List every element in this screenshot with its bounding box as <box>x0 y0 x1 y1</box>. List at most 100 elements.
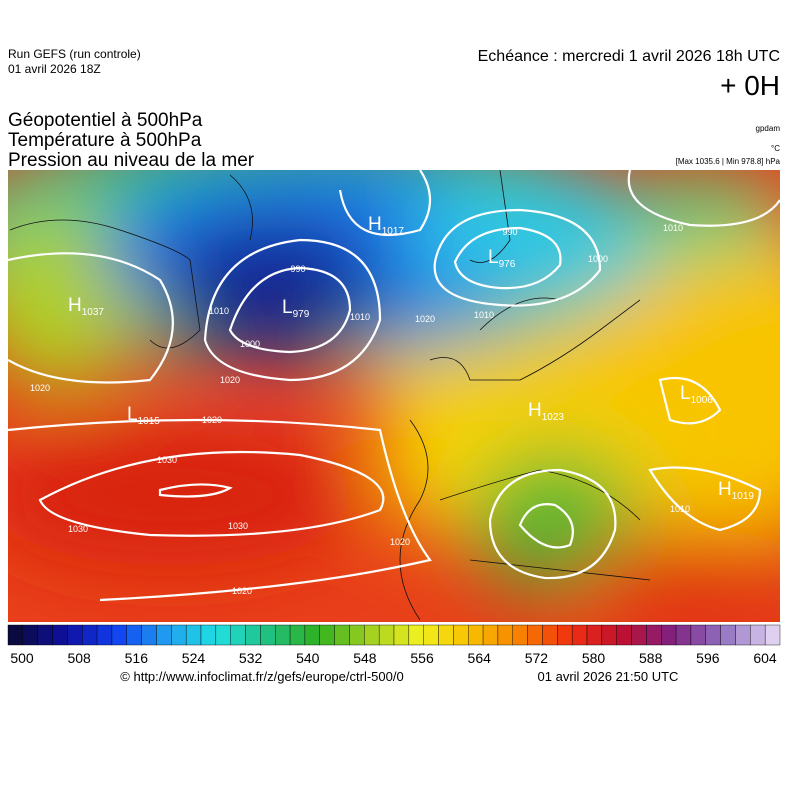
color-swatch <box>646 624 662 646</box>
colorbar-tick-label: 604 <box>753 650 777 666</box>
run-name: Run GEFS (run controle) <box>8 47 141 61</box>
color-swatch <box>438 624 454 646</box>
isobar-label: 1010 <box>209 306 229 316</box>
colorbar-tick-label: 564 <box>468 650 492 666</box>
center-value: 1037 <box>82 307 105 318</box>
forecast-offset: + 0H <box>720 70 780 101</box>
center-type: L <box>680 383 691 404</box>
color-swatch <box>82 624 98 646</box>
color-swatch <box>245 624 261 646</box>
color-swatch <box>720 624 736 646</box>
pressure-range: [Max 1035.6 | Min 978.8] hPa <box>676 157 781 166</box>
layer-title: Pression au niveau de la mer <box>8 150 255 171</box>
isobar-label: 1020 <box>415 314 435 324</box>
color-swatch <box>289 624 306 646</box>
color-swatch <box>260 624 276 646</box>
pressure-center: H1023 <box>528 400 564 423</box>
color-swatch <box>22 624 38 646</box>
colorbar-tick-label: 508 <box>67 650 91 666</box>
unit-label: gpdam <box>756 124 781 133</box>
color-swatch <box>96 624 113 646</box>
color-swatch <box>512 624 528 646</box>
color-swatch <box>37 624 53 646</box>
pressure-center: H1037 <box>68 295 104 318</box>
map-labels: H1037 L979H1017L976L1015H1023L1006H101999… <box>30 214 754 596</box>
color-swatch <box>185 624 202 646</box>
color-swatch <box>364 624 380 646</box>
color-swatch <box>111 624 127 646</box>
pressure-center: H1017 <box>368 214 404 237</box>
colorbar-tick-label: 532 <box>239 650 263 666</box>
center-value: 1006 <box>691 395 714 406</box>
pressure-center: L1015 <box>127 404 160 427</box>
colorbar-tick-label: 588 <box>639 650 663 666</box>
color-swatch <box>7 624 24 646</box>
colorbar-tick-label: 540 <box>296 650 320 666</box>
color-swatch <box>705 624 721 646</box>
color-swatch <box>215 624 231 646</box>
center-type: H <box>528 400 542 421</box>
color-swatch <box>67 624 83 646</box>
colorbar: 500 508 516 524 532 540 548 556 564 572 580 588 596 6… <box>7 624 781 666</box>
color-swatch <box>542 624 558 646</box>
colorbar-tick-label: 572 <box>525 650 549 666</box>
center-value: 1017 <box>382 226 405 237</box>
forecast-time: Echéance : mercredi 1 avril 2026 18h UTC <box>478 48 780 65</box>
color-swatch <box>408 624 424 646</box>
isobar-label: 1020 <box>220 375 240 385</box>
center-type: H <box>368 214 382 235</box>
color-swatch <box>557 624 573 646</box>
isobar-label: 1030 <box>228 521 248 531</box>
color-swatch <box>468 624 484 646</box>
color-swatch <box>126 624 142 646</box>
center-type: H <box>68 295 82 316</box>
center-type: L <box>488 247 499 268</box>
center-value: 979 <box>293 309 310 320</box>
color-swatch <box>675 624 692 646</box>
isobar-label: 1010 <box>663 223 683 233</box>
color-swatch <box>527 624 543 646</box>
color-swatch <box>690 624 706 646</box>
isobar-label: 1010 <box>350 312 370 322</box>
colorbar-tick-label: 548 <box>353 650 377 666</box>
source-credit: © http://www.infoclimat.fr/z/gefs/europe… <box>120 669 403 684</box>
isobar-label: 1000 <box>240 339 260 349</box>
isobar-label: 990 <box>290 264 305 274</box>
isobar-label: 1030 <box>68 524 88 534</box>
color-swatch <box>482 624 499 646</box>
isobar-label: 1020 <box>390 537 410 547</box>
color-swatch <box>586 624 603 646</box>
colorbar-tick-label: 580 <box>582 650 606 666</box>
layer-title: Géopotentiel à 500hPa <box>8 110 203 131</box>
colorbar-tick-label: 596 <box>696 650 720 666</box>
color-swatch <box>230 624 246 646</box>
color-swatch <box>497 624 513 646</box>
colorbar-tick-label: 516 <box>125 650 149 666</box>
isobar-label: 1010 <box>670 504 690 514</box>
color-swatch <box>764 624 781 646</box>
pressure-center: L976 <box>488 247 516 270</box>
isobar-label: 1020 <box>202 415 222 425</box>
color-swatch <box>571 624 588 646</box>
run-date: 01 avril 2026 18Z <box>8 62 101 76</box>
center-type: L <box>282 297 293 318</box>
color-swatch <box>349 624 365 646</box>
unit-label: °C <box>771 144 780 153</box>
center-value: 1023 <box>542 412 565 423</box>
generated-time: 01 avril 2026 21:50 UTC <box>538 669 679 684</box>
isobar-label: 1000 <box>588 254 608 264</box>
color-swatch <box>275 624 291 646</box>
center-value: 1019 <box>732 491 755 502</box>
map-field <box>8 170 780 622</box>
pressure-center: H1019 <box>718 479 754 502</box>
isobar-label: 1030 <box>157 455 177 465</box>
center-type: L <box>127 404 138 425</box>
color-swatch <box>750 624 766 646</box>
color-swatch <box>661 624 677 646</box>
color-swatch <box>616 624 632 646</box>
isobar-label: 1020 <box>232 586 252 596</box>
color-swatch <box>304 624 320 646</box>
color-swatch <box>393 624 410 646</box>
color-swatch <box>200 624 217 646</box>
